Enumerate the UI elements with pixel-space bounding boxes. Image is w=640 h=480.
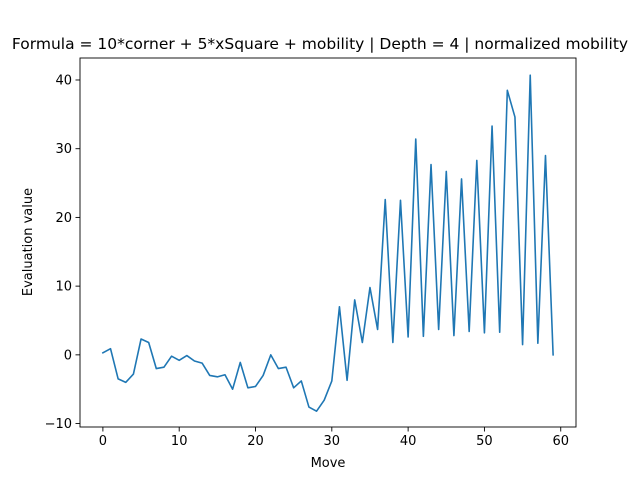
y-tick-label: 20 (55, 211, 72, 226)
x-tick-label: 30 (324, 434, 341, 449)
y-tick-label: 40 (55, 73, 72, 88)
y-axis-label: Evaluation value (21, 188, 36, 296)
y-tick-label: 30 (55, 142, 72, 157)
x-tick-label: 20 (247, 434, 264, 449)
y-tick-label: 10 (55, 280, 72, 295)
x-tick-label: 10 (171, 434, 188, 449)
chart-title: Formula = 10*corner + 5*xSquare + mobili… (12, 35, 628, 53)
x-tick-label: 60 (552, 434, 569, 449)
plot-frame (79, 57, 577, 428)
plot-area: 0 10 20 30 40 50 60 −10 0 10 20 30 40 (45, 57, 577, 449)
x-tick-label: 0 (99, 434, 107, 449)
y-tick-label: −10 (45, 417, 72, 432)
series-line-0 (101, 74, 554, 413)
x-tick-label: 50 (476, 434, 493, 449)
x-tick-label: 40 (400, 434, 417, 449)
y-tick-label: 0 (64, 348, 72, 363)
x-axis-label: Move (311, 456, 346, 471)
